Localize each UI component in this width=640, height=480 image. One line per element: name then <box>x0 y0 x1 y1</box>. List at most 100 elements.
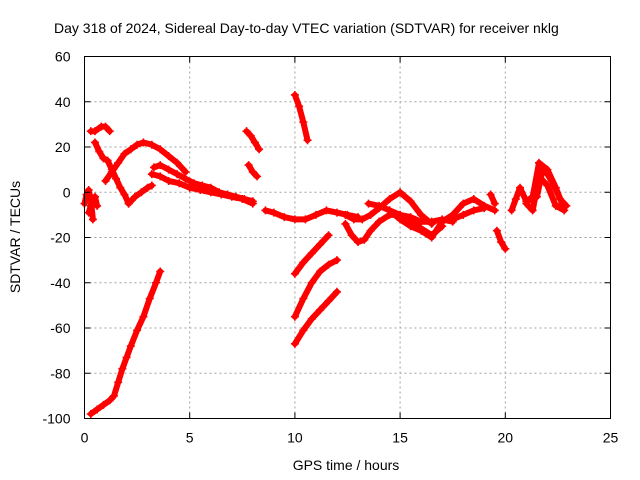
series-track-23 <box>492 226 510 253</box>
series-track-13 <box>290 231 333 278</box>
series-track-11 <box>244 161 262 181</box>
y-tick-label: 40 <box>55 94 71 110</box>
data-point <box>385 195 394 204</box>
data-point <box>173 158 182 167</box>
data-point <box>244 161 253 170</box>
data-point <box>299 294 308 303</box>
x-tick-label: 25 <box>603 430 619 446</box>
data-point <box>507 206 516 215</box>
series-track-6 <box>101 138 190 185</box>
data-point <box>497 238 506 247</box>
series-track-band <box>148 171 256 207</box>
data-point <box>290 339 299 348</box>
data-point <box>88 215 97 224</box>
data-point <box>547 176 556 185</box>
data-point <box>164 176 173 185</box>
data-point <box>301 215 310 224</box>
series-track-21 <box>448 204 489 224</box>
data-point <box>427 233 436 242</box>
data-point <box>307 278 316 287</box>
label-layer: -100 -80 -60 -40 -20 0 20 40 60 0 5 10 15 20 25 <box>42 49 618 446</box>
data-point <box>316 305 325 314</box>
data-point <box>299 258 308 267</box>
data-point <box>543 181 552 190</box>
x-tick-label: 0 <box>81 430 89 446</box>
series-track-9 <box>86 267 165 418</box>
x-tick-label: 10 <box>287 430 303 446</box>
data-point <box>250 138 259 147</box>
data-point <box>248 167 257 176</box>
data-point <box>316 267 325 276</box>
y-tick-label: -60 <box>50 320 70 336</box>
data-point <box>133 326 142 335</box>
data-point <box>396 215 405 224</box>
data-point <box>227 192 236 201</box>
data-point <box>528 206 537 215</box>
data-point <box>480 204 489 213</box>
data-point <box>139 312 148 321</box>
chart-title: Day 318 of 2024, Sidereal Day-to-day VTE… <box>54 20 559 36</box>
data-point <box>490 206 499 215</box>
data-point <box>152 278 161 287</box>
data-point <box>324 231 333 240</box>
series-track-band <box>243 128 263 153</box>
data-point <box>120 190 129 199</box>
data-point <box>290 269 299 278</box>
data-point <box>366 210 375 219</box>
series-track-band <box>449 205 488 223</box>
data-point <box>109 391 118 400</box>
data-point <box>93 201 102 210</box>
data-point <box>133 140 142 149</box>
data-point <box>396 188 405 197</box>
data-point <box>101 176 110 185</box>
data-point <box>290 215 299 224</box>
data-point <box>311 210 320 219</box>
series-track-10 <box>242 127 264 154</box>
data-point <box>126 342 135 351</box>
data-point <box>164 152 173 161</box>
data-point <box>147 140 156 149</box>
data-point <box>341 219 350 228</box>
data-point <box>459 199 468 208</box>
data-point <box>324 296 333 305</box>
series-track-22 <box>486 190 499 208</box>
data-point <box>375 201 384 210</box>
data-point <box>246 131 255 140</box>
data-point <box>375 217 384 226</box>
data-point <box>95 147 104 156</box>
series-track-25 <box>522 172 569 215</box>
data-point <box>143 183 152 192</box>
data-point <box>347 231 356 240</box>
data-point <box>120 149 129 158</box>
data-point <box>295 102 304 111</box>
data-point <box>324 260 333 269</box>
data-point <box>118 364 127 373</box>
data-point <box>490 199 499 208</box>
data-point <box>406 197 415 206</box>
data-point <box>349 215 358 224</box>
series-track-4 <box>124 181 156 208</box>
data-point <box>103 156 112 165</box>
data-point <box>156 145 165 154</box>
data-point <box>181 167 190 176</box>
y-tick-label: -80 <box>50 365 70 381</box>
data-point <box>366 226 375 235</box>
data-point <box>181 174 190 183</box>
data-point <box>156 161 165 170</box>
y-tick-label: -100 <box>42 411 70 427</box>
data-point <box>156 172 165 181</box>
data-point <box>238 195 247 204</box>
y-axis-title: SDTVAR / TECUs <box>7 181 23 293</box>
data-point <box>206 188 215 197</box>
data-point <box>255 145 264 154</box>
x-tick-label: 20 <box>498 430 514 446</box>
data-point <box>551 201 560 210</box>
data-point <box>175 179 184 188</box>
data-point <box>299 118 308 127</box>
data-point <box>217 190 226 199</box>
data-point <box>332 256 341 265</box>
x-tick-label: 15 <box>392 430 408 446</box>
x-tick-label: 5 <box>186 430 194 446</box>
